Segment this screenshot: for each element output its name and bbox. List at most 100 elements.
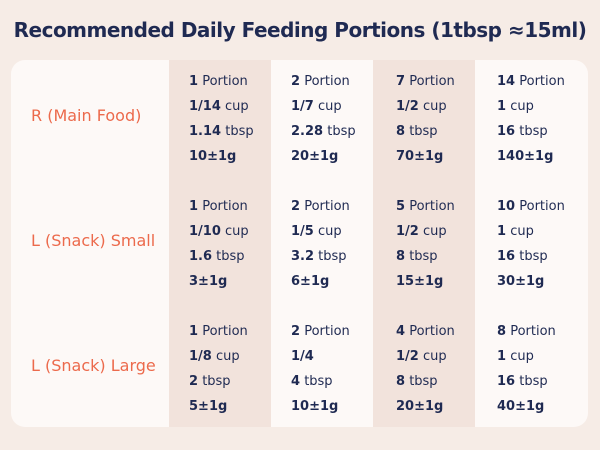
portion-unit: Portion: [409, 74, 455, 89]
portion-cell: 5 Portion 1/2 cup 8 tbsp 15±1g: [396, 194, 496, 294]
portion-unit: tbsp: [318, 249, 347, 264]
portion-cell: 4 Portion 1/2 cup 8 tbsp 20±1g: [396, 319, 496, 419]
portion-value: 5: [396, 199, 406, 214]
portion-line: 8 tbsp: [396, 119, 496, 144]
portion-line: 1 Portion: [189, 194, 289, 219]
portion-line: 1/8 cup: [189, 344, 289, 369]
portion-value: 4: [291, 374, 301, 389]
portion-line: 8 Portion: [497, 319, 588, 344]
portion-value: 1/7: [291, 99, 314, 114]
portion-unit: cup: [510, 349, 534, 364]
portion-value: 30±1g: [497, 274, 545, 289]
portion-value: 1: [497, 99, 507, 114]
portion-unit: tbsp: [216, 249, 245, 264]
portion-line: 70±1g: [396, 144, 496, 169]
portion-line: 2 Portion: [291, 69, 391, 94]
portion-value: 1: [189, 74, 199, 89]
portion-cell: 1 Portion 1/14 cup 1.14 tbsp 10±1g: [189, 69, 289, 169]
portion-value: 2: [291, 74, 301, 89]
portion-line: 8 tbsp: [396, 369, 496, 394]
portion-value: 16: [497, 249, 516, 264]
portion-line: 5 Portion: [396, 194, 496, 219]
portion-value: 2: [291, 324, 301, 339]
portion-value: 1: [497, 349, 507, 364]
portion-line: 7 Portion: [396, 69, 496, 94]
portion-line: 10±1g: [291, 394, 391, 419]
portion-line: 30±1g: [497, 269, 588, 294]
portion-unit: tbsp: [304, 374, 333, 389]
portion-unit: cup: [225, 224, 249, 239]
portion-line: 1 Portion: [189, 69, 289, 94]
portion-value: 5±1g: [189, 399, 228, 414]
portion-unit: tbsp: [519, 374, 548, 389]
portion-line: 2.28 tbsp: [291, 119, 391, 144]
portion-unit: Portion: [202, 74, 248, 89]
portion-value: 1/2: [396, 349, 419, 364]
page-title: Recommended Daily Feeding Portions (1tbs…: [13, 18, 587, 42]
portion-line: 1/2 cup: [396, 94, 496, 119]
portion-line: 10 Portion: [497, 194, 588, 219]
portion-value: 1.14: [189, 124, 222, 139]
portion-unit: cup: [225, 99, 249, 114]
portion-line: 4 tbsp: [291, 369, 391, 394]
portion-value: 1/5: [291, 224, 314, 239]
portion-value: 8: [396, 249, 406, 264]
portion-value: 1/8: [189, 349, 212, 364]
portion-line: 10±1g: [189, 144, 289, 169]
portion-cell: 8 Portion 1 cup 16 tbsp 40±1g: [497, 319, 588, 419]
portion-line: 40±1g: [497, 394, 588, 419]
portion-line: 1 Portion: [189, 319, 289, 344]
portion-unit: Portion: [304, 74, 350, 89]
portion-line: 3±1g: [189, 269, 289, 294]
portion-value: 1/14: [189, 99, 221, 114]
portion-value: 20±1g: [291, 149, 339, 164]
portion-unit: cup: [422, 349, 447, 364]
portion-unit: tbsp: [519, 124, 548, 139]
portion-unit: Portion: [202, 324, 248, 339]
portion-line: 5±1g: [189, 394, 289, 419]
portion-unit: Portion: [409, 324, 455, 339]
portion-unit: Portion: [202, 199, 248, 214]
portion-value: 4: [396, 324, 406, 339]
portion-line: 1/5 cup: [291, 219, 391, 244]
portion-unit: cup: [510, 99, 534, 114]
portion-unit: cup: [317, 224, 342, 239]
portion-line: 15±1g: [396, 269, 496, 294]
portion-line: 1.14 tbsp: [189, 119, 289, 144]
portion-cell: 1 Portion 1/10 cup 1.6 tbsp 3±1g: [189, 194, 289, 294]
portion-value: 1: [189, 324, 199, 339]
portion-value: 20±1g: [396, 399, 444, 414]
row-label: R (Main Food): [31, 106, 142, 125]
portion-value: 1: [189, 199, 199, 214]
portion-line: 6±1g: [291, 269, 391, 294]
row-label: L (Snack) Large: [31, 356, 156, 375]
portion-value: 10±1g: [189, 149, 237, 164]
portion-value: 1/2: [396, 224, 419, 239]
portion-line: 1/10 cup: [189, 219, 289, 244]
portion-unit: Portion: [510, 324, 556, 339]
portion-unit: tbsp: [519, 249, 548, 264]
portion-unit: tbsp: [327, 124, 356, 139]
portion-value: 7: [396, 74, 406, 89]
portion-line: 4 Portion: [396, 319, 496, 344]
portion-unit: cup: [422, 99, 447, 114]
portion-cell: 2 Portion 1/5 cup 3.2 tbsp 6±1g: [291, 194, 391, 294]
portion-line: 16 tbsp: [497, 119, 588, 144]
portion-value: 2: [291, 199, 301, 214]
portion-line: 1/4: [291, 344, 391, 369]
portion-cell: 2 Portion 1/4 4 tbsp 10±1g: [291, 319, 391, 419]
portion-line: 20±1g: [396, 394, 496, 419]
portion-unit: tbsp: [409, 374, 438, 389]
portion-cell: 14 Portion 1 cup 16 tbsp 140±1g: [497, 69, 588, 169]
portion-value: 3.2: [291, 249, 315, 264]
portion-value: 2: [189, 374, 199, 389]
row-label: L (Snack) Small: [31, 231, 156, 250]
portion-line: 2 Portion: [291, 194, 391, 219]
portion-value: 8: [396, 124, 406, 139]
portion-value: 70±1g: [396, 149, 444, 164]
portion-value: 1/10: [189, 224, 221, 239]
portion-value: 16: [497, 374, 516, 389]
portion-cell: 1 Portion 1/8 cup 2 tbsp 5±1g: [189, 319, 289, 419]
portion-line: 16 tbsp: [497, 369, 588, 394]
portion-unit: Portion: [304, 199, 350, 214]
